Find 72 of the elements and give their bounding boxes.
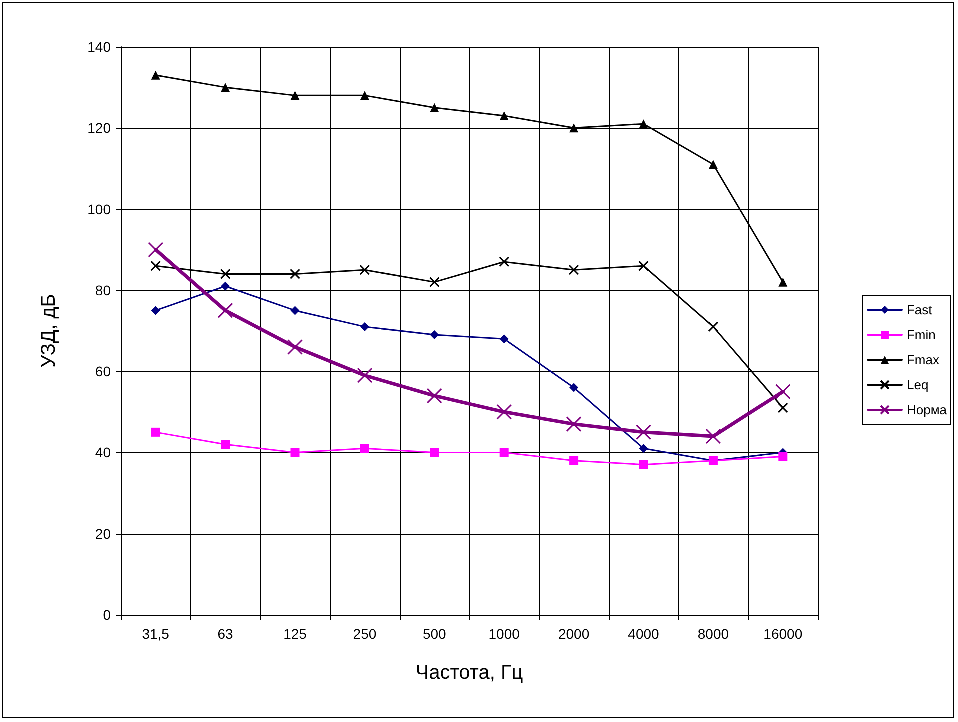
y-tick-label: 20 — [95, 526, 112, 542]
point — [708, 322, 719, 332]
x-axis-title: Частота, Гц — [416, 662, 524, 684]
y-tick-label: 0 — [103, 607, 112, 623]
y-tick-label: 80 — [95, 282, 112, 298]
point — [290, 268, 300, 280]
point — [570, 456, 579, 466]
x-tick-label: 63 — [218, 626, 234, 642]
legend-label: Fast — [906, 302, 933, 318]
point — [639, 120, 648, 129]
legend-label: Fmin — [906, 328, 936, 342]
point — [566, 416, 582, 432]
point — [496, 404, 512, 420]
point — [360, 322, 370, 332]
point — [775, 384, 791, 400]
point — [151, 428, 160, 437]
point — [778, 278, 788, 287]
point — [708, 160, 718, 170]
point — [148, 242, 164, 258]
point — [360, 444, 370, 454]
point — [150, 260, 162, 272]
point — [430, 330, 440, 340]
y-axis-title: УЗД, дБ — [38, 294, 60, 368]
y-tick-label: 60 — [95, 364, 112, 380]
point — [778, 402, 788, 414]
point — [221, 440, 230, 450]
point — [357, 368, 373, 384]
y-tick-label: 40 — [95, 444, 112, 461]
point — [778, 452, 788, 462]
x-tick-label: 31,5 — [142, 626, 170, 642]
x-tick-label: 8000 — [698, 626, 730, 642]
point — [570, 383, 579, 392]
point — [500, 111, 509, 120]
x-tick-label: 125 — [284, 626, 308, 642]
point — [500, 448, 509, 458]
x-tick-label: 250 — [353, 626, 377, 642]
x-tick-label: 4000 — [628, 626, 660, 642]
x-tick-label: 16000 — [764, 626, 803, 642]
legend-label: Норма — [906, 402, 948, 418]
x-tick-label: 1000 — [488, 626, 520, 642]
point — [221, 83, 230, 92]
y-tick-label: 100 — [88, 201, 112, 218]
point — [570, 124, 579, 133]
point — [639, 460, 648, 470]
legend-label: Leq — [906, 378, 929, 392]
point — [151, 70, 160, 80]
x-tick-label: 500 — [422, 626, 447, 642]
x-tick-label: 2000 — [558, 626, 590, 642]
point — [639, 444, 648, 454]
point — [429, 277, 440, 288]
point — [499, 256, 510, 268]
point — [500, 334, 509, 344]
point — [151, 306, 160, 316]
point — [706, 428, 722, 444]
point — [360, 91, 370, 100]
point — [288, 339, 303, 355]
point — [638, 260, 649, 272]
point — [430, 103, 440, 112]
point — [221, 282, 230, 291]
y-tick-label: 120 — [88, 120, 112, 136]
point — [360, 264, 370, 276]
point — [220, 268, 231, 280]
point — [290, 91, 300, 100]
point — [290, 448, 300, 458]
point — [430, 448, 440, 458]
legend-label: Fmax — [906, 352, 940, 368]
y-tick-label: 140 — [88, 39, 112, 55]
point — [568, 264, 580, 276]
point — [636, 424, 652, 440]
point — [426, 388, 442, 404]
point — [218, 302, 234, 318]
point — [290, 306, 300, 316]
